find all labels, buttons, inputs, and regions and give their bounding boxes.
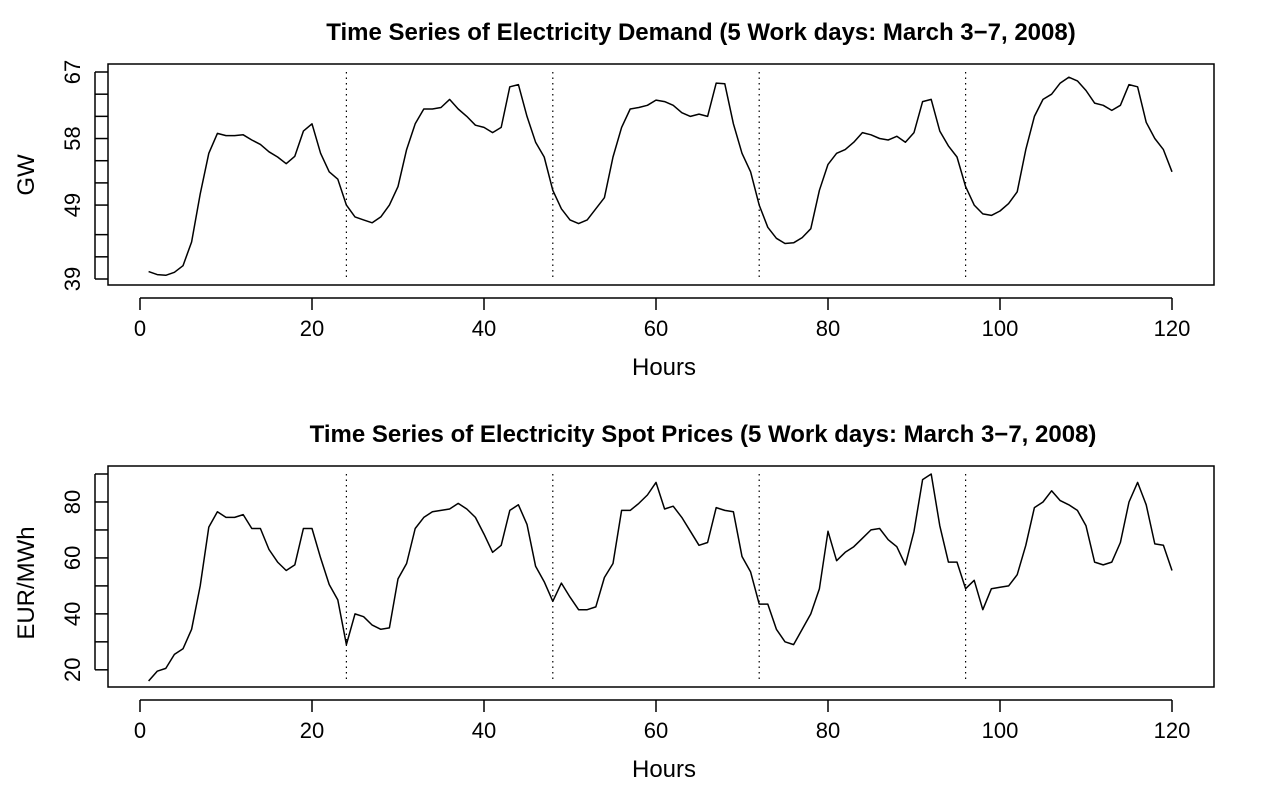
- demand-y-tick-label: 49: [60, 193, 85, 217]
- prices-y-axis-label: EUR/MWh: [13, 526, 40, 639]
- prices-x-axis-label: Hours: [632, 756, 696, 783]
- demand-x-tick-label: 100: [982, 316, 1019, 341]
- prices-x-tick-label: 100: [982, 718, 1019, 743]
- prices-y-tick-label: 40: [60, 602, 85, 626]
- prices-y-tick-label: 80: [60, 490, 85, 514]
- demand-x-tick-label: 80: [816, 316, 840, 341]
- prices-series-line: [148, 473, 1173, 682]
- prices-x-tick-label: 80: [816, 718, 840, 743]
- demand-x-axis-label: Hours: [632, 354, 696, 381]
- demand-x-tick-label: 120: [1154, 316, 1191, 341]
- demand-chart-panel: Time Series of Electricity Demand (5 Wor…: [13, 19, 1215, 381]
- demand-series-line: [148, 76, 1173, 277]
- demand-x-tick-label: 0: [134, 316, 146, 341]
- prices-x-tick-label: 20: [300, 718, 324, 743]
- demand-plot-frame: [107, 63, 1215, 286]
- prices-x-tick-label: 120: [1154, 718, 1191, 743]
- demand-y-tick-label: 58: [60, 126, 85, 150]
- demand-y-tick-label: 39: [60, 267, 85, 291]
- prices-y-tick-label: 20: [60, 658, 85, 682]
- prices-x-tick-label: 40: [472, 718, 496, 743]
- demand-x-tick-label: 60: [644, 316, 668, 341]
- demand-y-axis-label: GW: [13, 154, 40, 196]
- prices-chart-panel: Time Series of Electricity Spot Prices (…: [13, 421, 1215, 783]
- demand-chart-title: Time Series of Electricity Demand (5 Wor…: [326, 19, 1075, 46]
- demand-x-tick-label: 40: [472, 316, 496, 341]
- demand-day-separators: [345, 72, 967, 279]
- prices-x-tick-label: 60: [644, 718, 668, 743]
- demand-y-axis: 39 49 58 67: [60, 60, 108, 291]
- demand-x-tick-label: 20: [300, 316, 324, 341]
- demand-y-tick-label: 67: [60, 60, 85, 84]
- prices-y-axis: 20 40 60 80: [60, 473, 108, 682]
- prices-y-tick-label: 60: [60, 546, 85, 570]
- prices-day-separators: [345, 474, 967, 681]
- prices-x-tick-label: 0: [134, 718, 146, 743]
- prices-plot-frame: [107, 465, 1215, 688]
- prices-chart-title: Time Series of Electricity Spot Prices (…: [310, 421, 1097, 448]
- demand-x-axis: 0 20 40 60 80 100 120: [134, 297, 1191, 341]
- prices-x-axis: 0 20 40 60 80 100 120: [134, 699, 1191, 743]
